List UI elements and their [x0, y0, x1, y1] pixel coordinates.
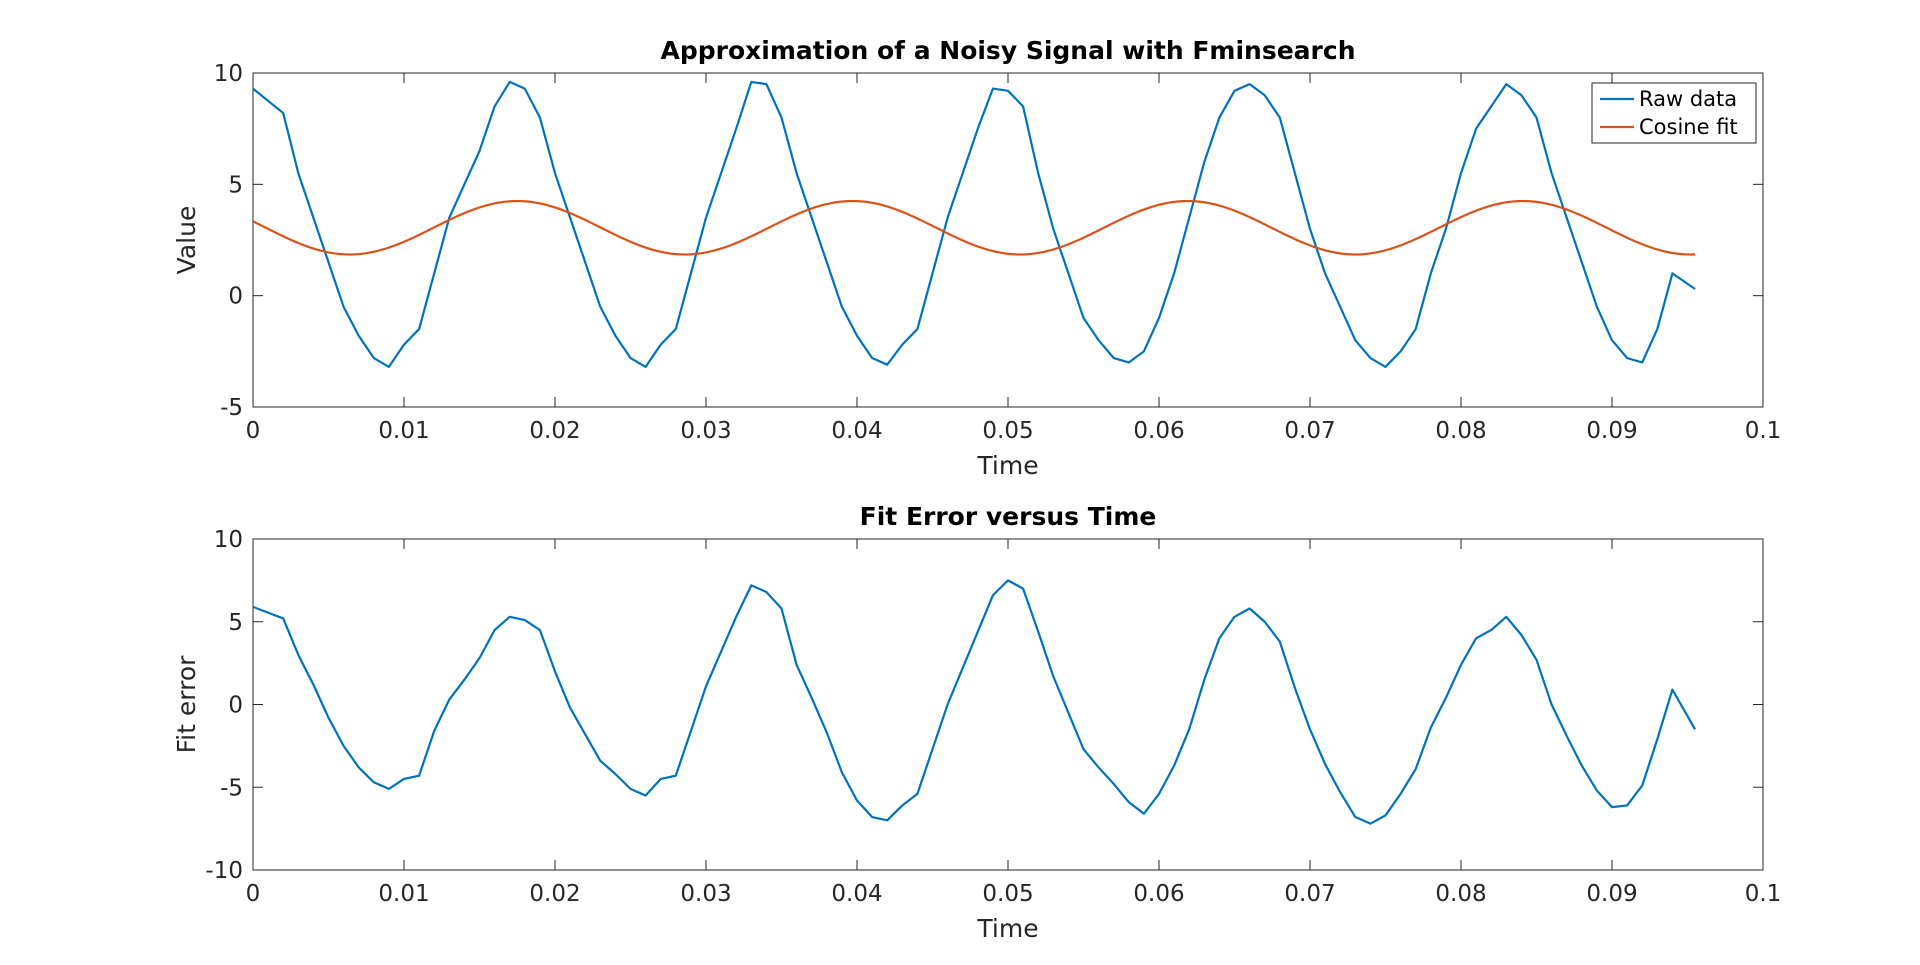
y-tick-label: -10 — [205, 858, 243, 884]
y-tick-label: 0 — [228, 284, 243, 310]
plot-area — [252, 72, 1764, 408]
y-axis-label: Fit error — [172, 655, 201, 754]
x-tick-label: 0.05 — [982, 418, 1033, 444]
x-tick-label: 0.1 — [1745, 418, 1782, 444]
x-tick-label: 0 — [246, 418, 261, 444]
series-line-1 — [253, 579, 1697, 825]
x-tick-label: 0.03 — [680, 418, 731, 444]
x-tick-label: 0.06 — [1133, 881, 1184, 907]
x-tick-label: 0.03 — [680, 881, 731, 907]
x-axis-label: Time — [976, 451, 1038, 480]
x-tick-label: 0.09 — [1586, 418, 1637, 444]
x-tick-label: 0.02 — [529, 881, 580, 907]
x-tick-label: 0.09 — [1586, 881, 1637, 907]
x-tick-label: 0.01 — [378, 881, 429, 907]
x-tick-label: 0.02 — [529, 418, 580, 444]
x-tick-label: 0.01 — [378, 418, 429, 444]
y-tick-label: 5 — [228, 172, 243, 198]
x-tick-label: 0.07 — [1284, 881, 1335, 907]
legend: Raw data Cosine fit — [1591, 82, 1757, 144]
subplot-1: 0 0.01 0.02 0.03 0.04 0.05 0.06 0.07 0.08 0.09 0.1… — [172, 36, 1781, 480]
x-tick-label: 0.08 — [1435, 418, 1486, 444]
series-line-raw-data — [253, 80, 1696, 369]
x-tick-label: 0.04 — [831, 418, 882, 444]
x-tick-label: 0.1 — [1745, 881, 1782, 907]
y-tick-label: -5 — [220, 775, 243, 801]
legend-box — [1591, 82, 1757, 144]
x-tick-label: 0.05 — [982, 881, 1033, 907]
y-tick-label: 0 — [228, 693, 243, 719]
legend-label: Raw data — [1639, 87, 1737, 111]
x-tick-label: 0.04 — [831, 881, 882, 907]
y-axis-label: Value — [172, 206, 201, 275]
legend-label: Cosine fit — [1639, 115, 1738, 139]
y-tick-label: 5 — [228, 610, 243, 636]
x-tick-label: 0 — [246, 881, 261, 907]
x-axis-label: Time — [976, 914, 1038, 943]
x-tick-label: 0.07 — [1284, 418, 1335, 444]
plot-area — [252, 538, 1764, 871]
chart-title: Approximation of a Noisy Signal with Fmi… — [660, 36, 1355, 65]
chart-title: Fit Error versus Time — [860, 502, 1157, 531]
x-tick-label: 0.08 — [1435, 881, 1486, 907]
y-tick-label: 10 — [214, 61, 243, 87]
y-tick-label: -5 — [220, 395, 243, 421]
subplot-2: 0 0.01 0.02 0.03 0.04 0.05 0.06 0.07 0.08 0.09 0.1… — [172, 502, 1781, 943]
x-tick-label: 0.06 — [1133, 418, 1184, 444]
y-tick-label: 10 — [214, 527, 243, 553]
series-line-cosine-fit — [253, 199, 1696, 256]
